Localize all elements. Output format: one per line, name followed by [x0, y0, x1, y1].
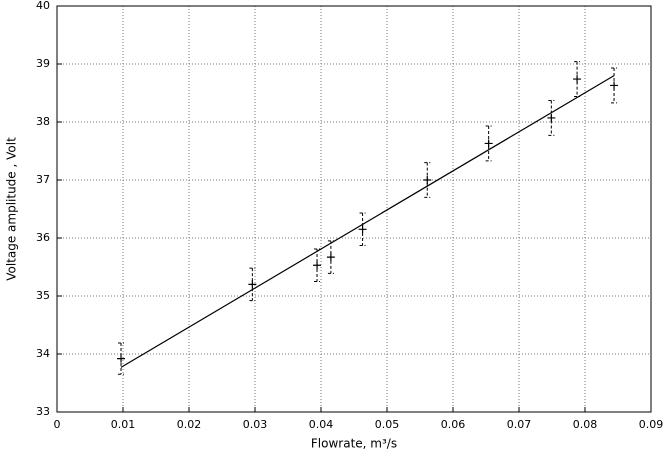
y-tick-label: 33: [36, 405, 50, 418]
point: [573, 75, 582, 84]
plot-frame: [56, 5, 652, 413]
y-tick-label: 40: [36, 0, 50, 12]
x-tick-label: 0.05: [375, 418, 400, 431]
point: [313, 261, 322, 270]
x-tick-label: 0: [54, 418, 61, 431]
fit-line: [120, 75, 615, 368]
point: [326, 253, 335, 262]
y-tick-label: 35: [36, 289, 50, 302]
point: [547, 113, 556, 122]
x-tick-label: 0.09: [639, 418, 664, 431]
x-tick-label: 0.07: [507, 418, 532, 431]
y-tick-label: 37: [36, 173, 50, 186]
x-tick-label: 0.03: [243, 418, 268, 431]
y-tick-label: 34: [36, 347, 50, 360]
point: [358, 225, 367, 234]
point: [117, 354, 126, 363]
y-tick-label: 39: [36, 57, 50, 70]
point: [423, 176, 432, 184]
y-tick-label: 38: [36, 115, 50, 128]
point: [610, 81, 619, 90]
x-axis-title: Flowrate, m³/s: [311, 437, 397, 451]
x-tick-label: 0.08: [573, 418, 598, 431]
x-tick-label: 0.01: [111, 418, 136, 431]
x-tick-label: 0.02: [177, 418, 202, 431]
point: [484, 139, 493, 148]
y-tick-label: 36: [36, 231, 50, 244]
y-axis-title: Voltage amplitude , Volt: [5, 137, 19, 281]
x-tick-label: 0.04: [309, 418, 334, 431]
x-tick-label: 0.06: [441, 418, 466, 431]
point: [248, 280, 257, 289]
